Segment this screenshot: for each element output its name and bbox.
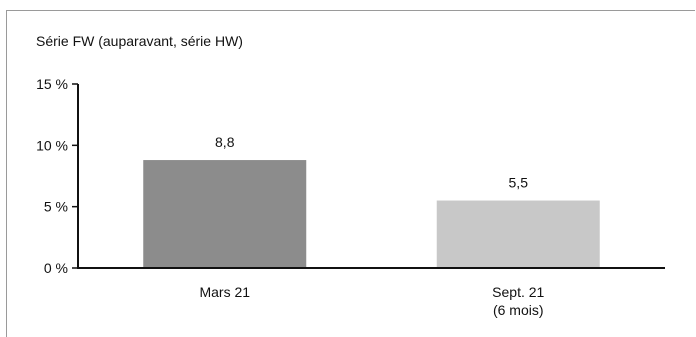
bar-value-label: 5,5 bbox=[509, 175, 529, 191]
bar-value-label: 8,8 bbox=[215, 134, 235, 150]
y-tick-label: 0 % bbox=[44, 260, 68, 276]
bar bbox=[436, 200, 600, 268]
x-axis-labels: Mars 21 Sept. 21 (6 mois) bbox=[199, 284, 544, 318]
y-tick-label: 10 % bbox=[36, 137, 68, 153]
chart-title: Série FW (auparavant, série HW) bbox=[36, 33, 243, 49]
bars-group: 8,8 5,5 bbox=[143, 134, 600, 268]
y-tick-label: 5 % bbox=[44, 199, 68, 215]
x-category-label: (6 mois) bbox=[493, 302, 544, 318]
x-category-label: Mars 21 bbox=[199, 284, 250, 300]
y-axis-ticks: 0 % 5 % 10 % 15 % bbox=[36, 76, 78, 276]
bar bbox=[143, 160, 307, 268]
x-category-label: Sept. 21 bbox=[492, 284, 544, 300]
y-tick-label: 15 % bbox=[36, 76, 68, 92]
